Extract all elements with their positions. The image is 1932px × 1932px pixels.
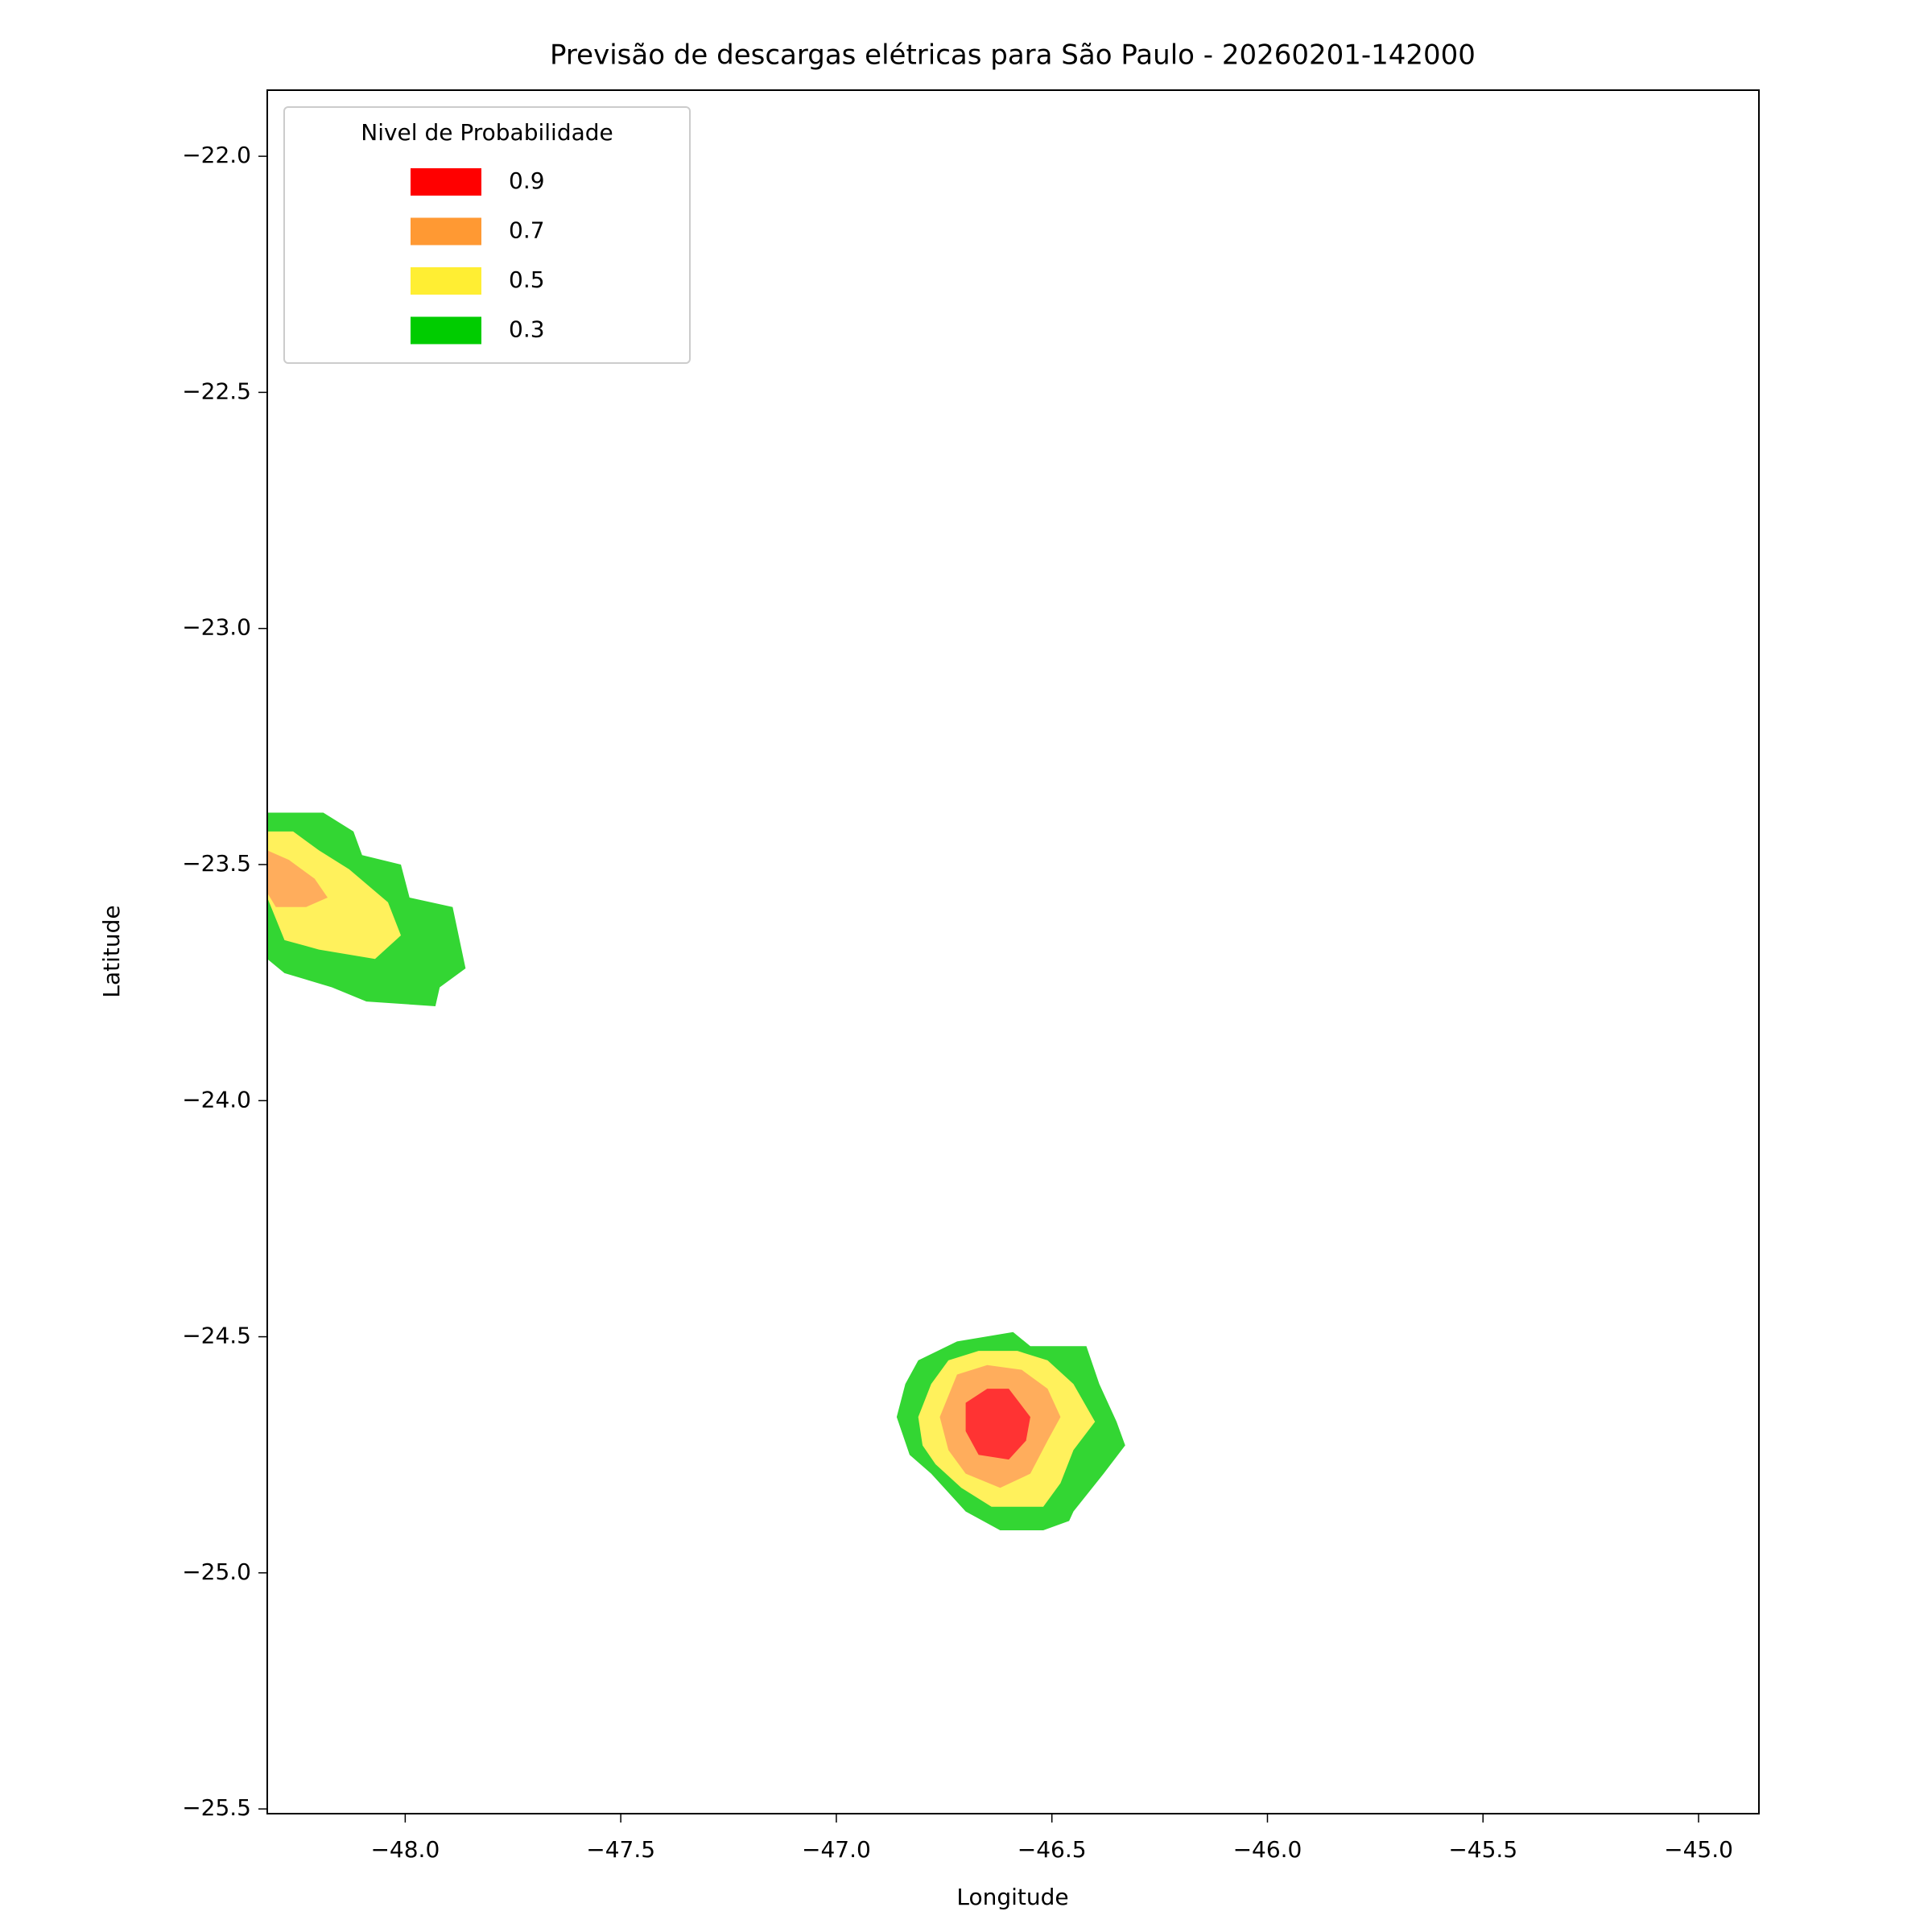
x-tick-label: −47.5 [586,1836,655,1863]
legend-label: 0.3 [509,316,545,343]
legend-label: 0.7 [509,217,545,244]
x-tick-label: −45.5 [1448,1836,1517,1863]
legend-swatch [411,316,481,345]
legend-swatch [411,217,481,246]
x-tick-label: −47.0 [802,1836,871,1863]
contour-region [267,850,328,907]
plot-area [267,812,1125,1531]
y-tick-label: −23.0 [182,614,251,641]
y-tick-label: −24.5 [182,1323,251,1349]
chart-title: Previsão de descargas elétricas para São… [550,39,1476,72]
y-tick-label: −22.5 [182,378,251,404]
legend-label: 0.5 [509,266,545,293]
y-tick-label: −25.5 [182,1794,251,1821]
legend-label: 0.9 [509,167,545,194]
x-tick-label: −46.5 [1018,1836,1087,1863]
axes-frame [266,89,1760,1814]
y-tick-label: −23.5 [182,850,251,877]
legend-swatch [411,168,481,196]
x-tick-label: −46.0 [1233,1836,1302,1863]
x-tick-label: −45.0 [1664,1836,1733,1863]
x-tick-label: −48.0 [370,1836,440,1863]
y-axis-label: Latitude [98,905,125,997]
x-axis-label: Longitude [956,1884,1068,1910]
legend-title: Nivel de Probabilidade [361,119,613,146]
legend-box [283,106,691,364]
legend-swatch [411,267,481,295]
y-tick-label: −22.0 [182,142,251,168]
y-tick-label: −24.0 [182,1086,251,1113]
contour-region [267,831,402,960]
contour-region [965,1389,1030,1460]
y-tick-label: −25.0 [182,1558,251,1585]
